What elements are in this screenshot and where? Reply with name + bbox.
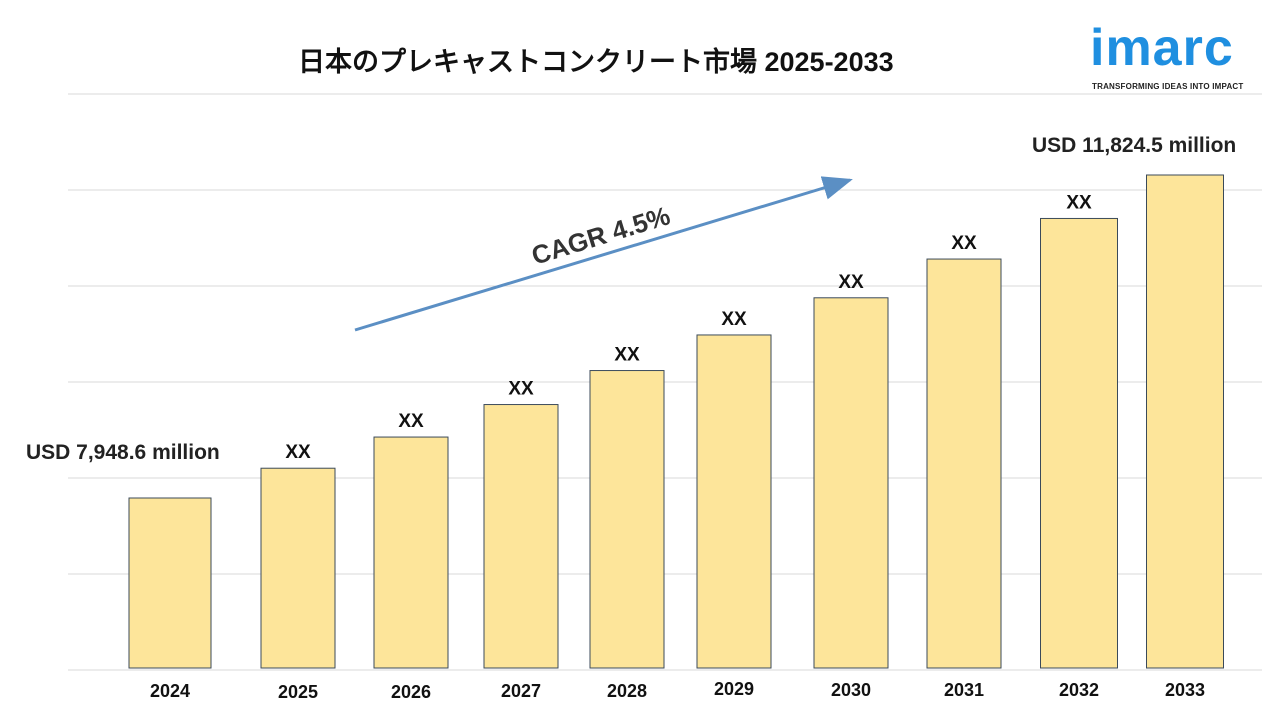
bar-2031 <box>926 258 1002 669</box>
bar-2024 <box>128 497 212 669</box>
cagr-trend-arrow <box>354 176 853 332</box>
bar-value-label-2028: XX <box>614 345 640 366</box>
imarc-logo: imarc TRANSFORMING IDEAS INTO IMPACT <box>1090 14 1265 94</box>
x-tick-label-2027: 2027 <box>501 681 541 701</box>
bar-value-labels: XX XX XX XX XX XX XX XX <box>285 192 1092 463</box>
start-value-callout: USD 7,948.6 million <box>26 441 220 464</box>
bar-value-label-2030: XX <box>838 272 864 293</box>
x-tick-label-2025: 2025 <box>278 682 318 702</box>
bar-value-label-2029: XX <box>721 309 747 330</box>
x-tick-label-2033: 2033 <box>1165 680 1205 700</box>
x-tick-label-2030: 2030 <box>831 680 871 700</box>
bar-2025 <box>260 467 336 669</box>
bar-2032 <box>1040 217 1118 669</box>
bar-value-label-2032: XX <box>1066 192 1092 213</box>
logo-tagline: TRANSFORMING IDEAS INTO IMPACT <box>1092 82 1244 91</box>
cagr-label: CAGR 4.5% <box>528 200 674 271</box>
x-axis-tick-labels: 2024 2025 2026 2027 2028 2029 2030 2031 2032 2033 <box>150 679 1205 702</box>
x-tick-label-2024: 2024 <box>150 681 190 701</box>
x-tick-label-2026: 2026 <box>391 682 431 702</box>
x-tick-label-2029: 2029 <box>714 679 754 699</box>
bar-value-label-2025: XX <box>285 442 311 463</box>
logo-wordmark: imarc <box>1090 19 1234 77</box>
bar-value-label-2031: XX <box>951 233 977 254</box>
x-tick-label-2032: 2032 <box>1059 680 1099 700</box>
x-tick-label-2031: 2031 <box>944 680 984 700</box>
end-value-callout: USD 11,824.5 million <box>1032 134 1237 157</box>
x-tick-label-2028: 2028 <box>607 681 647 701</box>
bar-2029 <box>696 334 772 669</box>
bars <box>128 174 1224 669</box>
bar-2033 <box>1146 174 1224 669</box>
chart-title: 日本のプレキャストコンクリート市場 2025-2033 <box>298 47 894 77</box>
bar-2026 <box>373 436 449 669</box>
bar-2028 <box>589 370 665 669</box>
bar-2027 <box>483 404 559 669</box>
bar-2030 <box>813 297 889 669</box>
bar-value-label-2026: XX <box>398 411 424 432</box>
bar-value-label-2027: XX <box>508 379 534 400</box>
cagr-arrow: CAGR 4.5% <box>354 176 853 332</box>
